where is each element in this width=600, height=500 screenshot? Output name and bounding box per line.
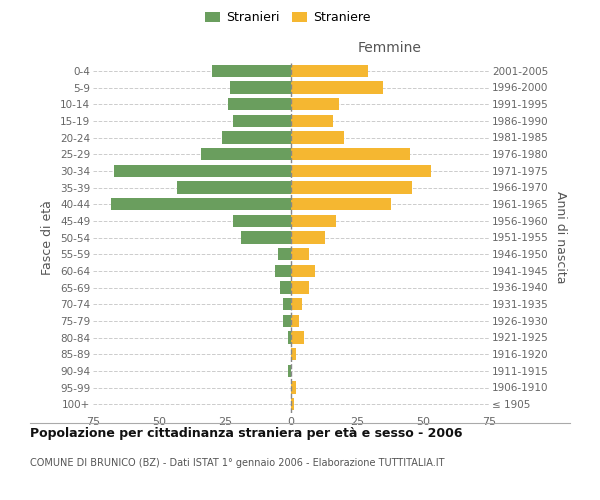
Y-axis label: Anni di nascita: Anni di nascita <box>554 191 567 284</box>
Legend: Stranieri, Straniere: Stranieri, Straniere <box>200 6 376 29</box>
Bar <box>291 164 431 177</box>
Bar <box>230 81 291 94</box>
Bar <box>291 81 383 94</box>
Text: COMUNE DI BRUNICO (BZ) - Dati ISTAT 1° gennaio 2006 - Elaborazione TUTTITALIA.IT: COMUNE DI BRUNICO (BZ) - Dati ISTAT 1° g… <box>30 458 445 468</box>
Bar <box>291 231 325 244</box>
Bar <box>201 148 291 160</box>
Bar <box>291 298 302 310</box>
Bar <box>241 231 291 244</box>
Bar <box>291 98 338 110</box>
Bar <box>291 214 336 227</box>
Bar <box>223 131 291 144</box>
Bar <box>291 314 299 327</box>
Bar <box>291 181 412 194</box>
Bar <box>212 64 291 77</box>
Bar <box>283 314 291 327</box>
Bar <box>291 381 296 394</box>
Bar <box>291 398 293 410</box>
Bar <box>278 248 291 260</box>
Bar <box>289 331 291 344</box>
Bar <box>233 114 291 127</box>
Bar <box>291 248 310 260</box>
Bar <box>291 64 368 77</box>
Bar <box>291 148 410 160</box>
Text: Popolazione per cittadinanza straniera per età e sesso - 2006: Popolazione per cittadinanza straniera p… <box>30 428 463 440</box>
Bar <box>291 131 344 144</box>
Bar <box>283 298 291 310</box>
Bar <box>178 181 291 194</box>
Bar <box>291 348 296 360</box>
Bar <box>291 281 310 293</box>
Bar <box>114 164 291 177</box>
Bar <box>280 281 291 293</box>
Bar <box>275 264 291 277</box>
Text: Femmine: Femmine <box>358 42 422 56</box>
Bar <box>291 264 315 277</box>
Bar <box>289 364 291 377</box>
Bar <box>233 214 291 227</box>
Bar <box>291 114 333 127</box>
Bar <box>291 331 304 344</box>
Bar <box>227 98 291 110</box>
Bar <box>291 198 391 210</box>
Bar <box>112 198 291 210</box>
Y-axis label: Fasce di età: Fasce di età <box>41 200 55 275</box>
